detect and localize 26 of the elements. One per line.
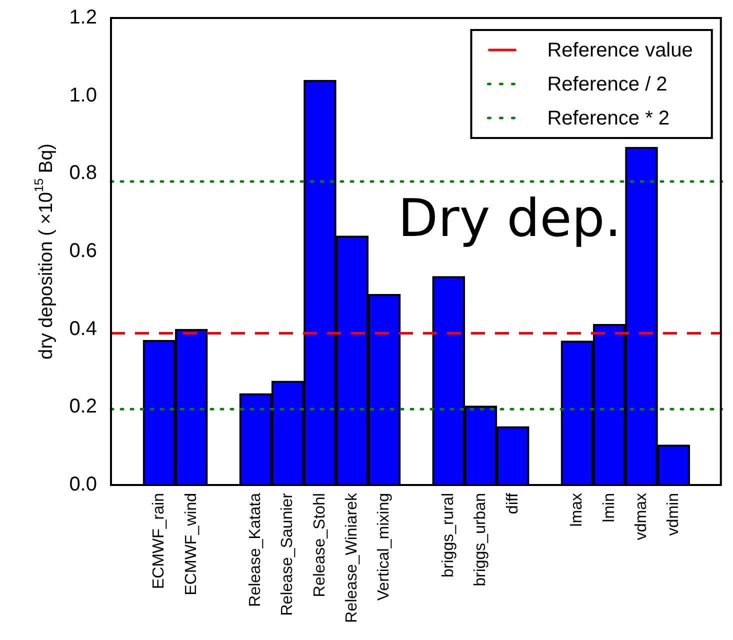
x-tick-label: briggs_urban — [472, 493, 490, 586]
x-tick-label: diff — [504, 492, 522, 514]
y-tick-label: 1.0 — [69, 84, 97, 106]
x-tick-label: Release_Katata — [247, 492, 264, 607]
legend-label: Reference / 2 — [547, 74, 668, 96]
y-tick-label: 0.0 — [69, 474, 97, 496]
x-tick-label: ECMWF_wind — [182, 493, 200, 596]
legend-label: Reference value — [547, 40, 693, 62]
x-tick-label: briggs_rural — [440, 493, 457, 578]
x-tick-label: Release_Winiarek — [344, 492, 361, 623]
x-tick-label: lmax — [568, 493, 586, 527]
x-tick-label: ECMWF_rain — [150, 493, 168, 590]
x-tick-label: Vertical_mixing — [376, 493, 393, 601]
x-tick-label: vdmin — [665, 493, 682, 536]
y-axis-title: dry deposition ( ×1015 Bq) — [32, 143, 58, 360]
x-tick-label: vdmax — [632, 493, 650, 540]
x-tick-label: Release_Saunier — [279, 492, 296, 616]
legend-label: Reference * 2 — [547, 108, 670, 130]
x-tick-label: lmin — [600, 493, 618, 522]
annotation: Dry dep. — [398, 189, 622, 249]
x-tick-label: Release_Stohl — [311, 493, 328, 598]
y-tick-label: 0.4 — [69, 318, 97, 340]
y-tick-label: 1.2 — [69, 6, 97, 29]
y-tick-label: 0.2 — [69, 396, 97, 418]
y-tick-label: 0.6 — [69, 240, 97, 262]
y-tick-label: 0.8 — [69, 162, 97, 184]
